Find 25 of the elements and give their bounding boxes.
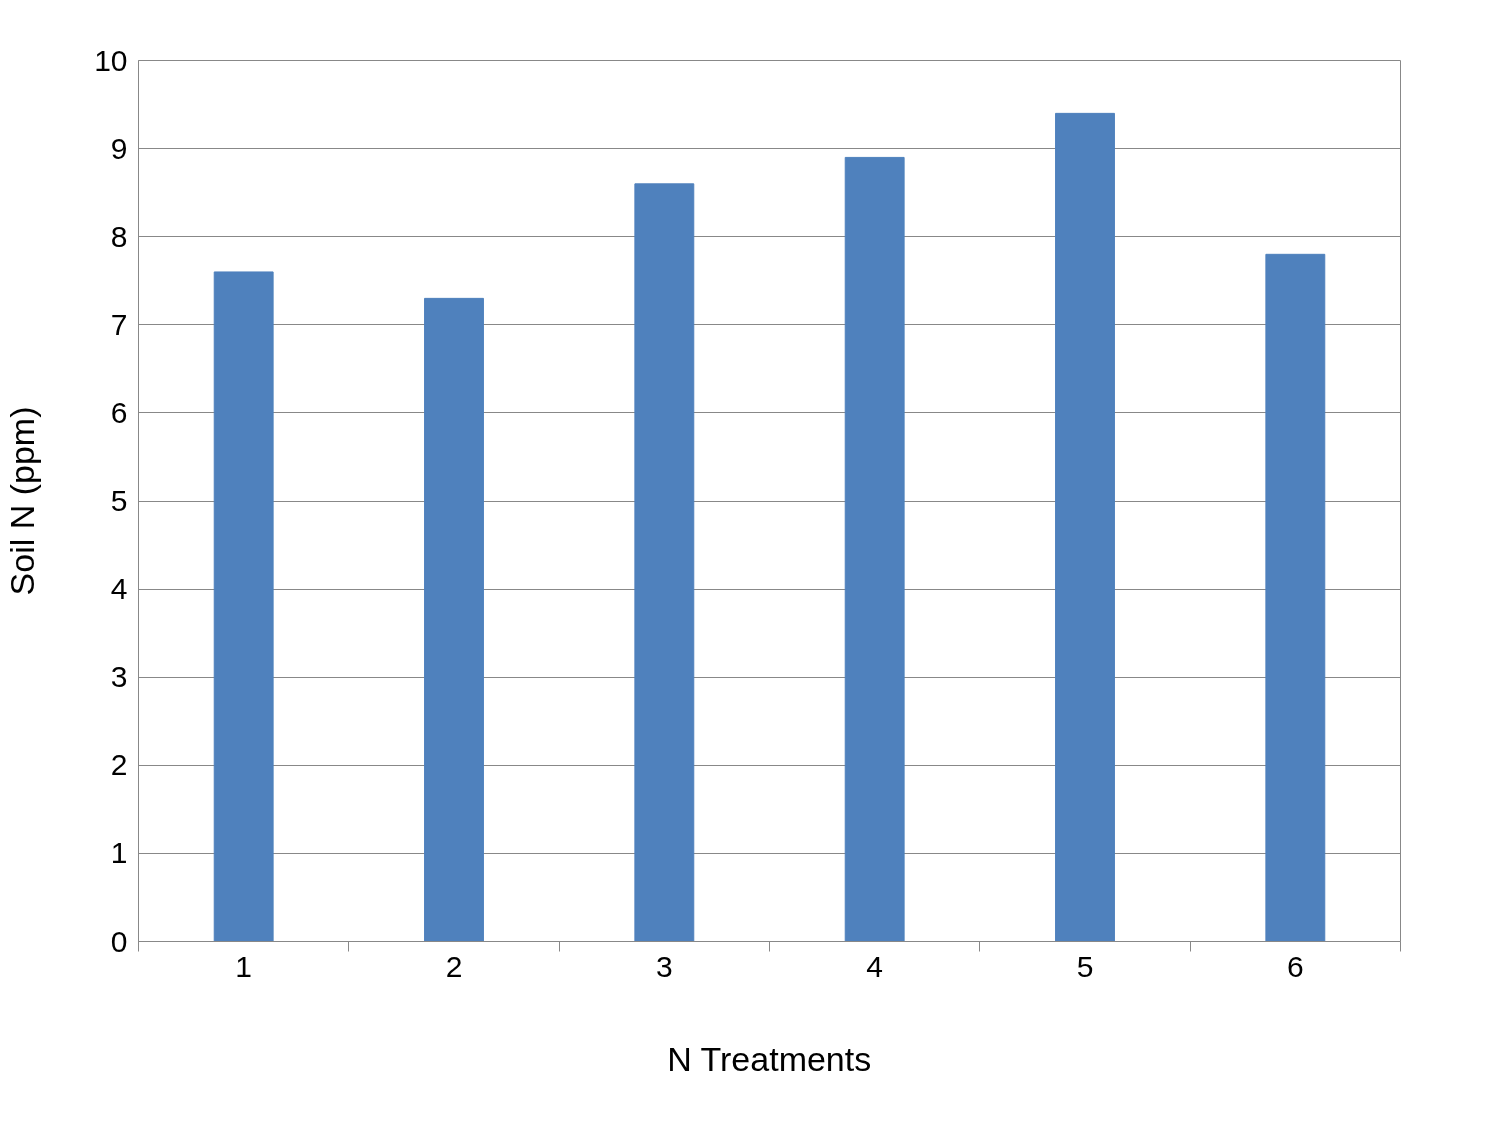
y-tick-label: 10 (94, 43, 128, 77)
x-tick-label: 2 (445, 949, 463, 983)
bar (1055, 112, 1115, 942)
x-axis-title: N Treatments (667, 1039, 872, 1078)
y-tick-label: 1 (110, 836, 128, 870)
y-tick-label: 9 (110, 131, 128, 165)
bar (844, 156, 905, 942)
bar (424, 297, 484, 942)
y-tick-label: 6 (110, 395, 128, 429)
y-tick-label: 8 (110, 219, 128, 253)
y-tick-label: 2 (110, 748, 128, 782)
x-tick-label: 1 (235, 949, 253, 983)
x-tick-label: 4 (866, 949, 884, 983)
y-tick-label: 4 (110, 572, 128, 606)
y-tick-label: 3 (110, 660, 128, 694)
y-tick-label: 0 (110, 924, 128, 958)
y-tick-label: 5 (110, 484, 128, 517)
y-tick-label: 7 (110, 307, 128, 341)
bar (213, 271, 274, 942)
x-tick-label: 6 (1286, 949, 1304, 983)
y-axis-title: Soil N (ppm) (3, 406, 42, 596)
bar (1265, 253, 1326, 942)
x-tick-label: 5 (1076, 949, 1094, 983)
x-tick-label: 3 (655, 949, 673, 983)
bar (634, 183, 695, 942)
